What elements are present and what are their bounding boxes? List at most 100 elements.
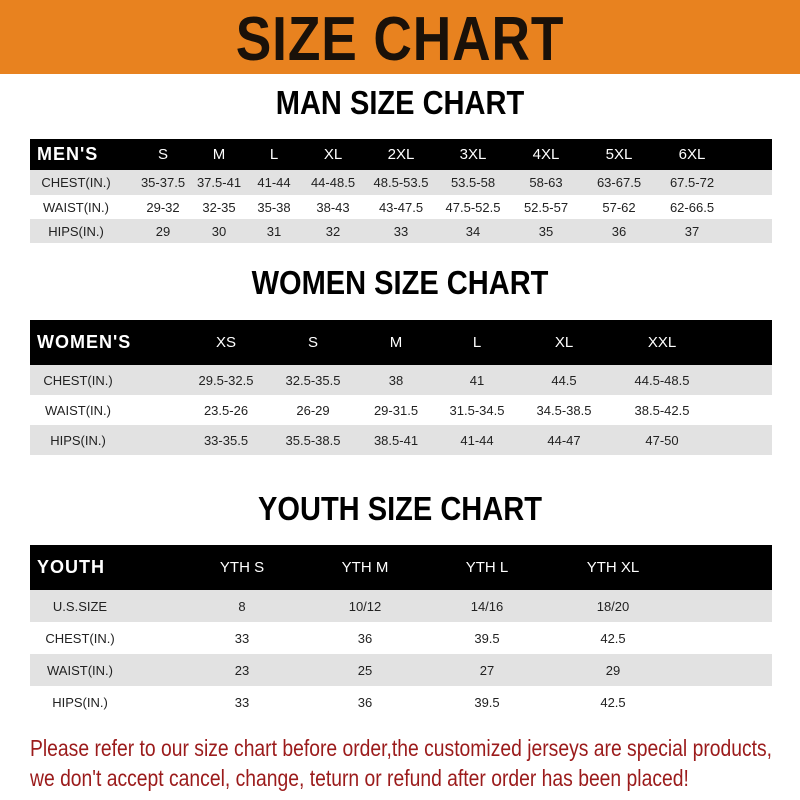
measurement-value: 35-37.5 xyxy=(140,175,186,190)
measurement-value: 58-63 xyxy=(529,175,563,190)
size-column-header: S xyxy=(307,334,319,351)
measurement-value: 31 xyxy=(266,223,282,239)
women-size-table: WOMEN'S XS S M L XL XXL CHEST(IN.) 29.5-32.5 32.5… xyxy=(30,320,772,455)
measurement-value: 52.5-57 xyxy=(523,199,569,215)
measurement-value: 36 xyxy=(611,223,627,239)
measurement-value: 29.5-32.5 xyxy=(198,372,254,388)
measurement-value: 25 xyxy=(357,662,373,678)
measurement-value: 62-66.5 xyxy=(669,199,715,215)
size-column-header: YTH M xyxy=(341,559,389,576)
measurement-value: 33 xyxy=(393,223,409,239)
size-column-header: XL xyxy=(554,334,574,351)
measurement-value: 41 xyxy=(469,372,485,388)
measurement-value: 29-31.5 xyxy=(373,402,419,418)
size-column-header: L xyxy=(269,146,279,163)
measurement-value: 41-44 xyxy=(257,175,291,190)
size-column-header: M xyxy=(389,334,403,351)
measurement-value: 63-67.5 xyxy=(596,175,642,190)
women-section-title: WOMEN SIZE CHART xyxy=(251,264,549,301)
size-column-header: S xyxy=(157,146,169,163)
measurement-value: 43-47.5 xyxy=(378,199,424,215)
size-column-header: 4XL xyxy=(532,146,560,163)
table-row: CHEST(IN.) 35-37.5 37.5-41 41-44 44-48.5 48.5… xyxy=(30,170,772,195)
table-row: CHEST(IN.) 33 36 39.5 42.5 xyxy=(30,622,772,654)
size-column-header: 5XL xyxy=(605,146,633,163)
measurement-value: 29 xyxy=(155,223,171,239)
size-column-header: XS xyxy=(215,334,237,351)
measurement-value: 27 xyxy=(479,662,495,678)
measurement-value: 44.5-48.5 xyxy=(634,372,690,388)
size-column-header: YTH L xyxy=(465,559,509,576)
size-column-header: M xyxy=(212,146,226,163)
measurement-value: 23 xyxy=(234,662,250,678)
measurement-value: 33 xyxy=(234,694,250,710)
measurement-label: CHEST(IN.) xyxy=(45,630,115,646)
measurement-value: 34.5-38.5 xyxy=(536,402,592,418)
measurement-label: HIPS(IN.) xyxy=(50,432,106,448)
measurement-value: 53.5-58 xyxy=(450,175,496,190)
measurement-value: 32-35 xyxy=(202,199,236,215)
measurement-value: 38 xyxy=(388,372,404,388)
youth-header-row: YOUTH YTH S YTH M YTH L YTH XL xyxy=(30,545,772,590)
size-column-header: YTH S xyxy=(219,559,265,576)
measurement-value: 41-44 xyxy=(460,432,494,448)
size-chart-banner: SIZE CHART xyxy=(0,0,800,74)
measurement-value: 37.5-41 xyxy=(196,175,242,190)
measurement-value: 36 xyxy=(357,630,373,646)
order-notice: Please refer to our size chart before or… xyxy=(30,733,773,793)
table-row: HIPS(IN.) 29 30 31 32 33 34 35 36 37 xyxy=(30,219,772,243)
measurement-label: U.S.SIZE xyxy=(52,598,108,614)
size-column-header: 3XL xyxy=(459,146,487,163)
measurement-value: 44.5 xyxy=(551,372,577,388)
measurement-value: 33-35.5 xyxy=(203,432,249,448)
measurement-label: WAIST(IN.) xyxy=(43,199,109,215)
notice-line-1: Please refer to our size chart before or… xyxy=(30,735,773,761)
banner-title: SIZE CHART xyxy=(235,5,565,74)
women-header-row: WOMEN'S XS S M L XL XXL xyxy=(30,320,772,365)
youth-section-title: YOUTH SIZE CHART xyxy=(258,490,542,527)
table-row: HIPS(IN.) 33 36 39.5 42.5 xyxy=(30,686,772,718)
men-header-row: MEN'S S M L XL 2XL 3XL 4XL 5XL 6XL xyxy=(30,139,772,170)
measurement-label: CHEST(IN.) xyxy=(41,175,111,190)
measurement-value: 29-32 xyxy=(146,199,180,215)
size-column-header: YTH XL xyxy=(586,559,640,576)
measurement-value: 42.5 xyxy=(600,630,626,646)
size-column-header: XXL xyxy=(647,334,677,351)
measurement-value: 32 xyxy=(325,223,341,239)
men-size-table: MEN'S S M L XL 2XL 3XL 4XL 5XL 6XL CHEST(IN.) 35-37… xyxy=(30,139,772,243)
measurement-value: 35 xyxy=(538,223,554,239)
table-header-label: MEN'S xyxy=(37,144,99,164)
table-row: U.S.SIZE 8 10/12 14/16 18/20 xyxy=(30,590,772,622)
measurement-value: 44-48.5 xyxy=(310,175,356,190)
youth-size-table: YOUTH YTH S YTH M YTH L YTH XL U.S.SIZE 8 10/12… xyxy=(30,545,772,718)
measurement-value: 31.5-34.5 xyxy=(449,402,505,418)
notice-line-2: we don't accept cancel, change, teturn o… xyxy=(30,765,689,791)
measurement-value: 35-38 xyxy=(257,199,291,215)
measurement-value: 39.5 xyxy=(474,694,500,710)
measurement-value: 38.5-41 xyxy=(373,432,419,448)
measurement-label: HIPS(IN.) xyxy=(48,223,104,239)
measurement-label: WAIST(IN.) xyxy=(47,662,113,678)
size-column-header: L xyxy=(472,334,482,351)
measurement-value: 38.5-42.5 xyxy=(634,402,690,418)
measurement-value: 34 xyxy=(465,223,481,239)
measurement-value: 10/12 xyxy=(348,598,382,614)
table-row: HIPS(IN.) 33-35.5 35.5-38.5 38.5-41 41-44 44-… xyxy=(30,425,772,455)
measurement-value: 39.5 xyxy=(474,630,500,646)
measurement-value: 37 xyxy=(684,223,700,239)
table-row: WAIST(IN.) 23 25 27 29 xyxy=(30,654,772,686)
measurement-value: 47-50 xyxy=(645,432,679,448)
table-row: WAIST(IN.) 23.5-26 26-29 29-31.5 31.5-34.5 34… xyxy=(30,395,772,425)
men-section-title: MAN SIZE CHART xyxy=(275,84,525,121)
measurement-value: 36 xyxy=(357,694,373,710)
measurement-value: 14/16 xyxy=(470,598,504,614)
measurement-value: 8 xyxy=(238,598,246,614)
measurement-value: 67.5-72 xyxy=(669,175,715,190)
measurement-value: 26-29 xyxy=(296,402,330,418)
table-row: CHEST(IN.) 29.5-32.5 32.5-35.5 38 41 44.5 44.5… xyxy=(30,365,772,395)
measurement-value: 35.5-38.5 xyxy=(285,432,341,448)
measurement-value: 30 xyxy=(211,223,227,239)
table-header-label: YOUTH xyxy=(37,557,105,577)
measurement-value: 18/20 xyxy=(596,598,630,614)
measurement-value: 47.5-52.5 xyxy=(445,199,501,215)
